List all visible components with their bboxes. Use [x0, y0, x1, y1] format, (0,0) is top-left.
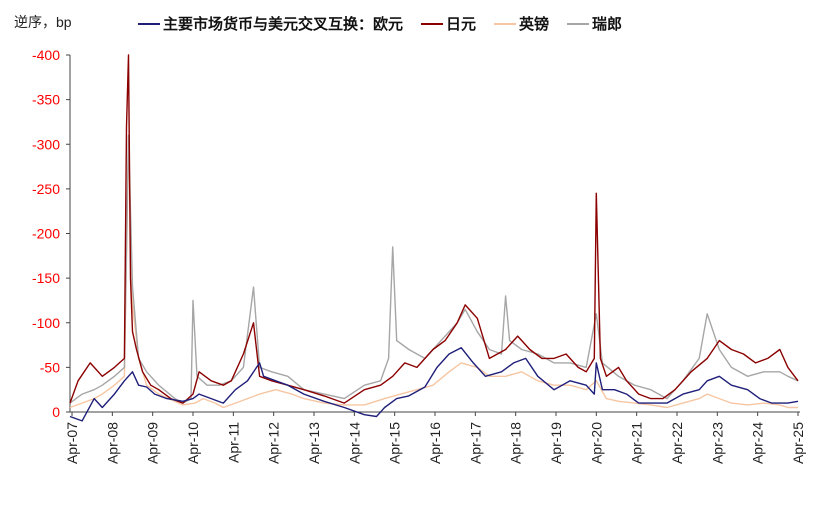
y-tick-label: -300 [32, 136, 60, 152]
series-line-3 [69, 134, 799, 404]
legend-item-jpy: 日元 [421, 13, 476, 34]
x-tick-label: Apr-21 [629, 422, 645, 464]
y-tick-label: -50 [40, 359, 60, 375]
x-axis-ticks: Apr-07 Apr-08 Apr-09 Apr-10 Apr-11 Apr-12 Apr-… [64, 412, 806, 464]
legend-label-jpy: 日元 [446, 16, 477, 33]
y-axis-unit-label: 逆序，bp [14, 14, 72, 30]
x-tick-label: Apr-24 [750, 422, 766, 464]
y-tick-label: -250 [32, 181, 60, 197]
x-tick-label: Apr-14 [346, 422, 362, 464]
y-tick-label: -100 [32, 315, 60, 331]
y-tick-label: -400 [32, 47, 60, 63]
x-tick-label: Apr-13 [306, 422, 322, 464]
x-tick-label: Apr-17 [467, 422, 483, 464]
legend-swatch-chf [567, 22, 590, 25]
y-axis-ticks: -400 -350 -300 -250 -200 -150 -100 -50 0 [32, 47, 70, 420]
legend-swatch-eur [138, 22, 160, 25]
y-tick-label: -200 [32, 226, 60, 242]
series-line-2 [69, 143, 798, 409]
series-line-1 [69, 54, 799, 404]
y-tick-label: 0 [52, 404, 60, 420]
x-tick-label: Apr-23 [709, 422, 725, 464]
x-tick-label: Apr-07 [64, 422, 80, 464]
x-tick-label: Apr-20 [588, 422, 604, 464]
legend-item-gbp: 英镑 [494, 13, 549, 34]
legend-item-eur: 主要市场货币与美元交叉互换：欧元 [138, 13, 403, 34]
series-line-0 [69, 347, 799, 422]
legend-label-gbp: 英镑 [519, 16, 550, 33]
legend-label-eur: 主要市场货币与美元交叉互换：欧元 [163, 16, 404, 33]
legend-label-chf: 瑞郎 [592, 16, 623, 33]
chart-legend: 主要市场货币与美元交叉互换：欧元 日元 英镑 瑞郎 [138, 13, 622, 34]
x-tick-label: Apr-16 [427, 422, 443, 464]
y-tick-label: -150 [32, 270, 60, 286]
x-tick-label: Apr-18 [508, 422, 524, 464]
series-lines [69, 54, 799, 422]
x-tick-label: Apr-22 [669, 422, 685, 464]
x-tick-label: Apr-09 [145, 422, 161, 464]
y-tick-label: -350 [32, 92, 60, 108]
legend-item-chf: 瑞郎 [567, 13, 622, 34]
legend-swatch-gbp [494, 22, 517, 25]
x-tick-label: Apr-10 [185, 422, 201, 464]
x-tick-label: Apr-12 [266, 422, 282, 464]
x-tick-label: Apr-15 [387, 422, 403, 464]
x-tick-label: Apr-25 [790, 422, 806, 464]
x-tick-label: Apr-19 [548, 422, 564, 464]
x-tick-label: Apr-11 [225, 422, 241, 463]
legend-swatch-jpy [421, 22, 444, 25]
x-tick-label: Apr-08 [104, 422, 120, 464]
